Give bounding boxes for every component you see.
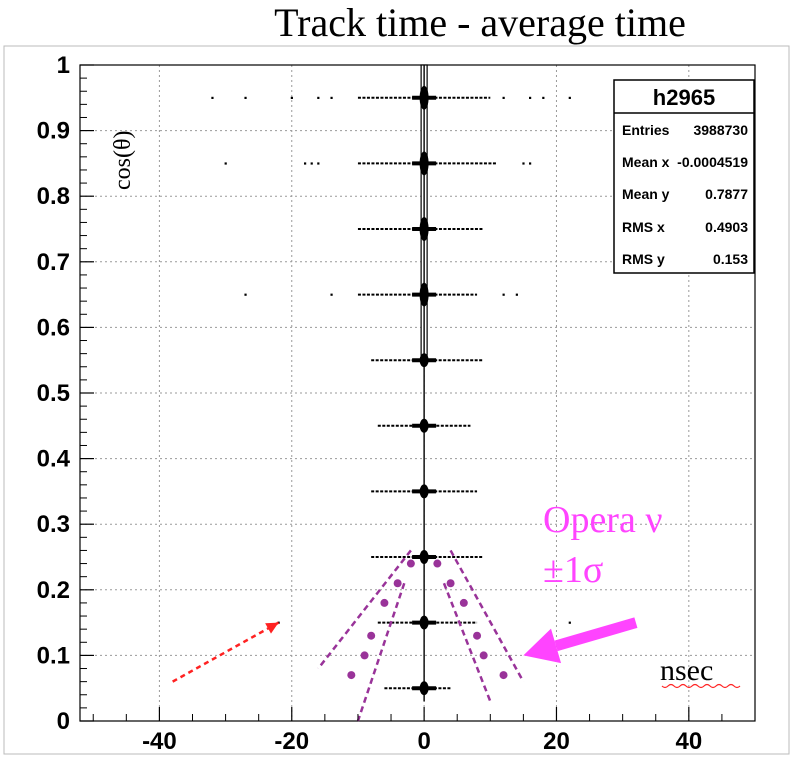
spellcheck-underline	[661, 683, 741, 689]
x-tick-label: 20	[543, 728, 570, 755]
y-tick-label: 0.5	[37, 380, 70, 407]
outlier-point	[529, 162, 532, 165]
sigma-band-line	[356, 582, 406, 722]
outlier-point	[330, 293, 333, 296]
distribution-band	[384, 681, 451, 696]
outlier-point	[244, 293, 247, 296]
x-tick-label: 40	[675, 728, 702, 755]
distribution-band	[371, 484, 478, 499]
stats-value: -0.0004519	[677, 154, 748, 170]
opera-point	[367, 631, 376, 640]
stats-row-entries: Entries 3988730	[622, 122, 748, 138]
opera-point	[393, 579, 402, 588]
opera-point	[446, 579, 455, 588]
y-tick-label: 0	[57, 708, 70, 735]
outlier-point	[317, 162, 320, 165]
opera-label: Opera ν	[543, 499, 663, 541]
stats-row-rms-y: RMS y 0.153	[622, 251, 748, 267]
opera-point	[406, 559, 415, 568]
stats-label: Mean x	[622, 154, 670, 170]
opera-point	[380, 598, 389, 607]
y-tick-label: 0.7	[37, 249, 70, 276]
data-layer	[211, 64, 571, 702]
outlier-point	[224, 162, 227, 165]
stats-box: h2965 Entries 3988730 Mean x -0.0004519 …	[613, 79, 755, 274]
stats-box-title: h2965	[653, 85, 715, 110]
outlier-point	[529, 96, 532, 99]
stats-label: Entries	[622, 122, 670, 138]
y-tick-label: 0.3	[37, 511, 70, 538]
y-tick-label: 0.9	[37, 118, 70, 145]
stats-value: 0.7877	[705, 186, 748, 202]
stats-value: 0.4903	[705, 219, 748, 235]
outlier-point	[304, 162, 307, 165]
stats-value: 0.153	[713, 251, 748, 267]
sigma-label: ±1σ	[543, 549, 603, 591]
outlier-point	[330, 96, 333, 99]
outlier-point	[568, 96, 571, 99]
chart-title: Track time - average time	[274, 0, 686, 45]
y-tick-label: 0.2	[37, 577, 70, 604]
stats-label: RMS x	[622, 219, 665, 235]
outlier-point	[211, 96, 214, 99]
y-tick-label: 0.6	[37, 314, 70, 341]
stats-value: 3988730	[693, 122, 748, 138]
canvas-border	[3, 45, 790, 755]
distribution-band	[371, 353, 484, 368]
magenta-arrow-head	[523, 628, 562, 664]
distribution-band	[244, 282, 518, 307]
outlier-point	[277, 621, 280, 624]
opera-point	[347, 671, 356, 680]
stats-label: RMS y	[622, 251, 665, 267]
stats-row-rms-x: RMS x 0.4903	[622, 219, 748, 235]
y-axis-label: cos(θ)	[110, 131, 136, 190]
y-tick-label: 0.4	[37, 446, 71, 473]
distribution-band	[277, 615, 571, 630]
y-tick-label: 0.8	[37, 183, 70, 210]
outlier-point	[542, 96, 545, 99]
opera-point	[479, 651, 488, 660]
x-tick-label: 0	[417, 728, 430, 755]
y-tick-label: 1	[57, 52, 70, 79]
stats-row-mean-y: Mean y 0.7877	[622, 186, 748, 202]
x-tick-label: -20	[274, 728, 309, 755]
distribution-band	[211, 85, 571, 110]
sigma-band-line	[442, 582, 492, 702]
distribution-band	[377, 418, 471, 433]
x-tick-label: -40	[142, 728, 177, 755]
overlay-layer	[172, 549, 638, 722]
opera-point	[433, 559, 442, 568]
outlier-point	[502, 293, 505, 296]
red-arrow-shaft	[172, 621, 280, 683]
outlier-point	[244, 96, 247, 99]
outlier-point	[317, 96, 320, 99]
red-arrow-head	[265, 622, 279, 634]
magenta-arrow-shaft	[554, 617, 638, 652]
distribution-band	[371, 550, 484, 564]
opera-point	[360, 651, 369, 660]
outlier-point	[522, 162, 525, 165]
sigma-band-line	[449, 549, 525, 683]
outlier-point	[310, 162, 313, 165]
sigma-band-line	[317, 549, 412, 670]
stats-label: Mean y	[622, 186, 670, 202]
outlier-point	[568, 621, 571, 624]
stats-row-mean-x: Mean x -0.0004519	[622, 154, 748, 170]
outlier-point	[515, 293, 518, 296]
y-tick-label: 0.1	[37, 642, 70, 669]
axis-layer: -40 -20 0 20 40 0 0.1 0.2 0.3 0.4 0.5 0.6 0.7 0.8 0.9 1	[37, 52, 756, 755]
distribution-band	[357, 217, 484, 241]
outlier-point	[290, 96, 293, 99]
outlier-point	[502, 96, 505, 99]
opera-point	[459, 598, 468, 607]
opera-point	[473, 631, 482, 640]
distribution-band	[224, 151, 532, 176]
opera-point	[499, 671, 508, 680]
x-unit-label: nsec	[660, 654, 713, 687]
